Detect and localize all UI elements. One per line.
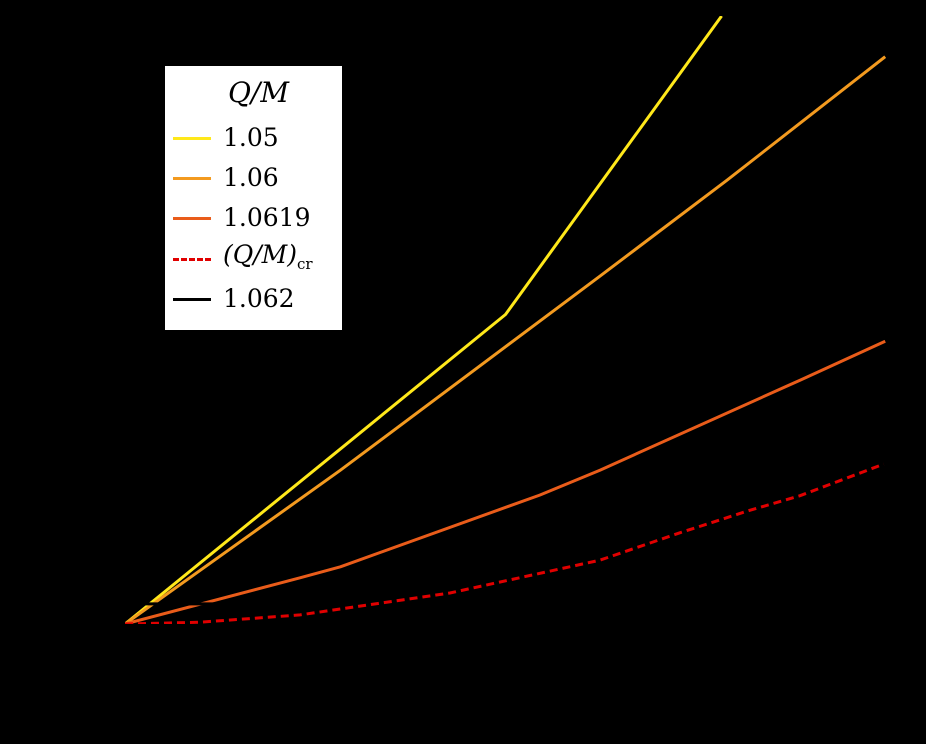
- legend-label-1-0619: 1.0619: [223, 203, 311, 232]
- legend-item-critical: (Q/M)cr: [173, 240, 313, 274]
- legend-swatch-critical: [173, 257, 211, 261]
- legend-title: Q/M: [227, 76, 290, 109]
- legend-swatch-1-0619: [173, 216, 211, 220]
- legend-swatch-1-06: [173, 176, 211, 180]
- legend-swatch-1-05: [173, 136, 211, 140]
- legend-label-1-06: 1.06: [223, 163, 279, 192]
- legend: Q/M 1.05 1.06 1.0619 (Q/M)cr 1.062: [165, 66, 342, 330]
- series-group: [125, 16, 886, 624]
- legend-item-1-062: 1.062: [173, 284, 295, 314]
- legend-item-1-0619: 1.0619: [173, 203, 310, 233]
- legend-item-1-05: 1.05: [173, 123, 279, 153]
- series-line-1: [125, 55, 886, 624]
- legend-label-1-05: 1.05: [223, 123, 279, 152]
- legend-label-critical: (Q/M)cr: [223, 239, 313, 273]
- legend-swatch-1-062: [173, 297, 211, 301]
- series-line-2: [125, 339, 886, 624]
- legend-item-1-06: 1.06: [173, 163, 279, 193]
- legend-label-1-062: 1.062: [223, 284, 295, 313]
- series-line-3: [125, 462, 885, 624]
- series-line-0: [125, 16, 723, 624]
